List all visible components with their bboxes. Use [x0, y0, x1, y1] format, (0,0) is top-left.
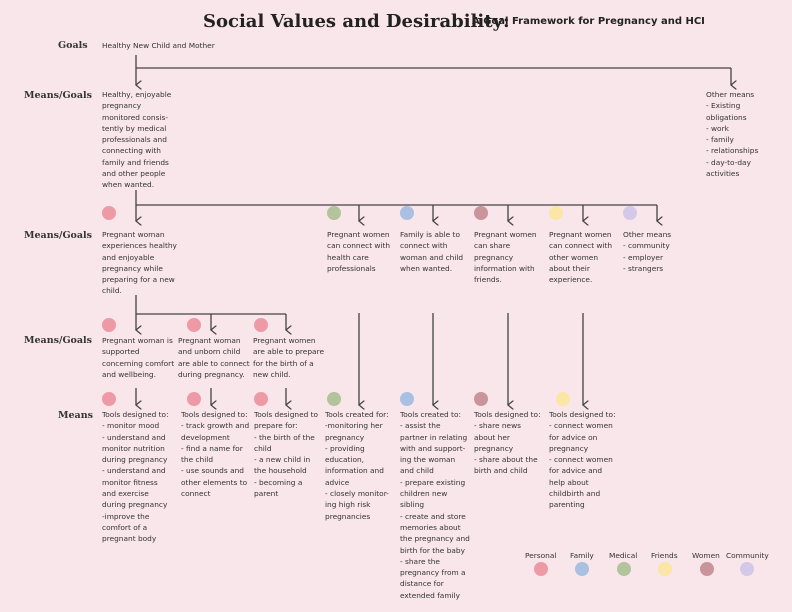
personal-dot [254, 392, 268, 406]
medical-dot [327, 392, 341, 406]
legend-label-women: Women [692, 551, 720, 560]
node-mg3-connect: Pregnant woman and unborn child are able… [178, 336, 250, 379]
node-goal: Healthy New Child and Mother [102, 41, 215, 50]
page-title: Social Values and Desirability: [203, 11, 510, 32]
personal-dot [102, 318, 116, 332]
family-dot [400, 392, 414, 406]
node-mg2-personal: Pregnant woman experiences healthy and e… [102, 230, 177, 296]
legend-dot-family [575, 562, 589, 576]
node-mg2-medical: Pregnant women can connect with health c… [327, 230, 391, 273]
node-mg2-women: Pregnant women can connect with other wo… [549, 230, 613, 285]
legend-label-community: Community [726, 551, 769, 560]
legend-dot-community [740, 562, 754, 576]
row-label-means-goals-1: Means/Goals [24, 90, 93, 101]
legend-label-family: Family [570, 551, 594, 560]
personal-dot [254, 318, 268, 332]
node-mg2-other: Other means - community - employer - str… [623, 230, 672, 273]
friends-dot [549, 206, 563, 220]
row-label-means-goals-3: Means/Goals [24, 335, 93, 346]
node-means-medical: Tools created for: -monitoring her pregn… [325, 410, 389, 521]
legend-dot-friends [658, 562, 672, 576]
medical-dot [327, 206, 341, 220]
node-means-monitor: Tools designed to: - monitor mood - unde… [102, 410, 169, 544]
node-means-family: Tools created to: - assist the partner i… [400, 410, 470, 600]
node-means-friends: Tools designed to: - share news about he… [474, 410, 541, 476]
node-mg2-friends-share: Pregnant women can share pregnancy infor… [474, 230, 537, 285]
friends-dot [556, 392, 570, 406]
node-means-track: Tools designed to: - track growth and de… [181, 410, 250, 499]
personal-dot [187, 318, 201, 332]
legend-label-friends: Friends [651, 551, 678, 560]
community-dot [623, 206, 637, 220]
personal-dot [102, 392, 116, 406]
personal-dot [102, 206, 116, 220]
node-mg1-other: Other means - Existing obligations - wor… [706, 90, 759, 179]
row-label-means: Means [58, 410, 93, 421]
node-mg3-support: Pregnant woman is supported concerning c… [102, 336, 175, 379]
legend-dot-personal [534, 562, 548, 576]
legend-dot-women [700, 562, 714, 576]
women-dot [474, 206, 488, 220]
node-means-prepare: Tools designed to prepare for: - the bir… [254, 410, 319, 499]
node-mg1-main: Healthy, enjoyable pregnancy monitored c… [102, 90, 172, 190]
node-mg2-family: Family is able to connect with woman and… [400, 230, 464, 273]
legend-label-medical: Medical [609, 551, 638, 560]
legend-dot-medical [617, 562, 631, 576]
legend-label-personal: Personal [525, 551, 557, 560]
personal-dot [187, 392, 201, 406]
row-label-goals: Goals [58, 40, 88, 51]
node-mg3-prepare: Pregnant women are able to prepare for t… [253, 336, 324, 379]
family-dot [400, 206, 414, 220]
node-means-women: Tools designed to: - connect women for a… [549, 410, 616, 510]
women-dot [474, 392, 488, 406]
row-label-means-goals-2: Means/Goals [24, 230, 93, 241]
page-subtitle: A Goal Framework for Pregnancy and HCI [472, 16, 705, 27]
